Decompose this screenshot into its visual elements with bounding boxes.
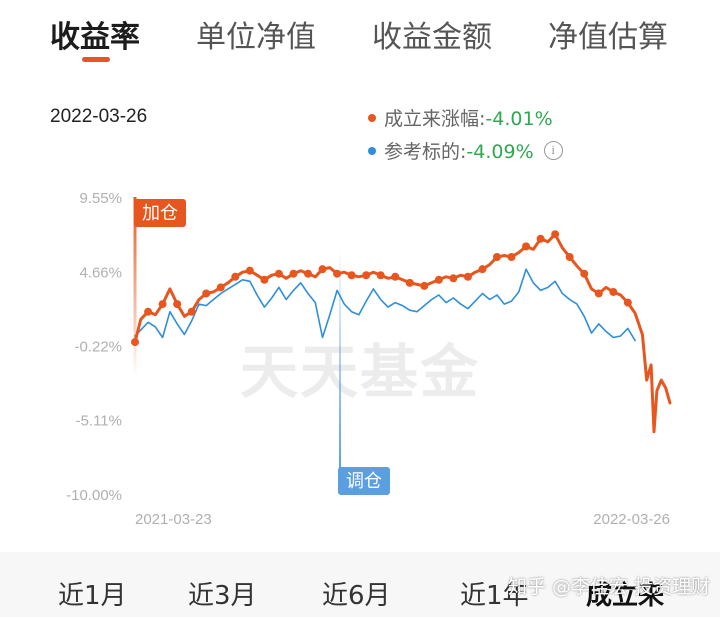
fund-point — [289, 269, 298, 278]
legend-dot-benchmark — [368, 146, 376, 155]
tab-unit-nav[interactable]: 单位净值 — [196, 20, 316, 55]
return-chart[interactable]: 天天基金 9.55% 4.66% -0.22% -5.11% -10.00% 2021-03… — [0, 180, 720, 540]
marker-adjust-bg — [337, 467, 390, 495]
tab-bar: 收益率 单位净值 收益金额 净值估算 — [0, 0, 720, 70]
fund-point — [522, 242, 531, 251]
y-tick-label: -0.22% — [74, 338, 122, 355]
y-tick-label: 9.55% — [79, 190, 122, 207]
fund-point — [565, 253, 574, 262]
fund-point — [274, 269, 283, 278]
x-tick-label: 2022-03-26 — [593, 511, 670, 528]
fund-point — [492, 253, 501, 262]
marker-adjust-label: 调仓 — [346, 471, 382, 492]
fund-point — [594, 289, 603, 298]
fund-point — [362, 271, 371, 280]
legend-item-fund: 成立来涨幅:-4.01% — [368, 104, 553, 131]
range-6-months[interactable]: 近6月 — [322, 581, 391, 611]
fund-point — [434, 275, 443, 284]
legend-value-benchmark: -4.09% — [466, 141, 534, 163]
fund-point — [131, 338, 139, 347]
active-tab-indicator — [82, 57, 110, 62]
benchmark-return-line — [134, 268, 636, 342]
fund-point — [216, 283, 225, 292]
y-tick-label: -5.11% — [76, 413, 122, 430]
marker-line-adjust — [338, 248, 341, 470]
y-tick-label: -10.00% — [66, 487, 122, 504]
marker-add-bg — [134, 199, 186, 227]
fund-point — [173, 300, 182, 309]
fund-point — [245, 266, 254, 275]
fund-point — [333, 269, 342, 278]
range-3-months[interactable]: 近3月 — [188, 581, 257, 611]
chart-watermark: 天天基金 — [240, 338, 480, 406]
marker-line-add — [133, 197, 137, 377]
info-icon[interactable]: i — [543, 141, 563, 160]
tab-nav-estimate[interactable]: 净值估算 — [548, 20, 668, 55]
fund-point — [609, 287, 618, 296]
x-tick-label: 2021-03-23 — [135, 511, 212, 528]
fund-point — [507, 253, 516, 262]
marker-add-label: 加仓 — [142, 203, 178, 224]
fund-point — [231, 272, 240, 281]
fund-point — [551, 230, 560, 239]
fund-point — [304, 269, 313, 278]
range-since-inception[interactable]: 成立来 — [586, 581, 665, 611]
watermark-text: 知乎 @李佳宏 投资理财 — [508, 576, 711, 598]
tab-return-amount[interactable]: 收益金额 — [372, 20, 492, 55]
legend-name-benchmark: 参考标的: — [384, 141, 467, 163]
fund-point — [158, 300, 167, 309]
legend-dot-fund — [368, 113, 376, 122]
fund-point — [580, 269, 589, 278]
fund-point — [376, 271, 385, 280]
legend-item-benchmark: 参考标的:-4.09% i — [368, 137, 563, 164]
fund-point — [405, 278, 414, 287]
current-date: 2022-03-26 — [50, 106, 148, 127]
tab-return-rate[interactable]: 收益率 — [50, 20, 140, 55]
fund-point — [449, 274, 458, 283]
fund-point — [202, 289, 211, 298]
legend-value-fund: -4.01% — [485, 108, 553, 130]
fund-point — [478, 265, 487, 274]
fund-point — [318, 265, 327, 274]
fund-point — [463, 272, 472, 281]
legend-name-fund: 成立来涨幅: — [384, 108, 486, 130]
y-tick-label: 4.66% — [79, 264, 122, 281]
fund-point — [536, 234, 545, 243]
fund-point — [420, 281, 429, 290]
fund-point — [260, 275, 269, 284]
range-1-month[interactable]: 近1月 — [58, 581, 127, 611]
range-1-year[interactable]: 近1年 — [460, 581, 529, 611]
fund-point — [623, 298, 632, 307]
fund-point — [347, 271, 356, 280]
fund-point — [391, 272, 400, 281]
fund-point — [187, 307, 196, 316]
range-selector-bar — [0, 552, 720, 617]
fund-point — [144, 307, 153, 316]
